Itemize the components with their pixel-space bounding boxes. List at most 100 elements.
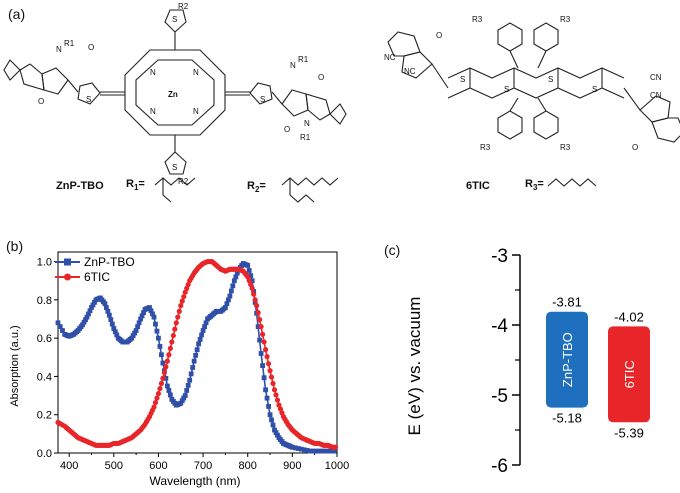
chart-legend: ZnP-TBO 6TIC xyxy=(55,255,135,284)
data-point xyxy=(231,278,237,284)
y-tick-label: 0.2 xyxy=(37,410,52,422)
data-point xyxy=(202,324,207,330)
data-point xyxy=(156,335,161,341)
r1-definition: R1= xyxy=(126,178,145,192)
fused-core-top xyxy=(447,67,625,79)
data-point xyxy=(257,317,263,323)
data-point xyxy=(246,268,252,273)
data-point xyxy=(255,324,261,330)
data-point xyxy=(197,337,203,342)
data-point xyxy=(255,310,261,316)
data-point xyxy=(264,395,270,401)
phenyl-1 xyxy=(497,22,523,52)
s-core-label-1: S xyxy=(460,75,465,84)
data-point xyxy=(328,448,334,454)
n-atom-label-1: N xyxy=(150,68,156,77)
data-point xyxy=(166,352,172,358)
s-left-label: S xyxy=(86,95,91,104)
r3-label-4: R3 xyxy=(560,143,571,152)
data-point xyxy=(233,274,239,280)
y-tick-label: 0.0 xyxy=(37,448,52,460)
data-point xyxy=(181,395,187,401)
r3-label-3: R3 xyxy=(480,143,491,152)
data-point xyxy=(164,358,170,364)
data-point xyxy=(151,404,157,410)
dpp-left xyxy=(41,67,69,95)
data-point xyxy=(103,305,109,310)
absorption-series xyxy=(55,258,339,454)
data-point xyxy=(225,297,231,303)
data-point xyxy=(172,326,178,332)
energy-y-axis-label: E (eV) vs. vacuum xyxy=(405,297,424,436)
x-tick-label: 1000 xyxy=(325,460,349,472)
legend-label-6tic: 6TIC xyxy=(84,270,110,284)
o-ic-left-label: O xyxy=(436,31,442,40)
data-point xyxy=(266,404,271,409)
data-point xyxy=(157,344,163,349)
n-atom-label-3: N xyxy=(150,107,156,116)
data-point xyxy=(188,371,194,377)
r2-equals: = xyxy=(259,180,266,192)
6tic-structure xyxy=(387,22,680,187)
data-point xyxy=(111,326,117,331)
r3-definition: R3= xyxy=(525,178,544,192)
data-point xyxy=(249,285,255,291)
nc-left-label-2: NC xyxy=(404,67,416,76)
data-point xyxy=(178,400,184,406)
energy-tick-label: -4 xyxy=(491,316,508,337)
data-point xyxy=(158,380,165,387)
o-dpp-left-label-2: O xyxy=(88,43,94,52)
energy-top-label: -3.81 xyxy=(552,295,582,310)
energy-tick-label: -5 xyxy=(491,386,508,407)
y-tick-label: 0.8 xyxy=(37,295,52,307)
data-point xyxy=(163,364,169,370)
energy-bottom-label: -5.18 xyxy=(552,411,582,426)
data-point xyxy=(332,444,339,450)
data-point xyxy=(228,288,234,294)
o-ic-right-label: O xyxy=(632,143,638,152)
data-point xyxy=(184,388,190,393)
data-point xyxy=(153,321,158,327)
s-right-label: S xyxy=(260,95,265,104)
data-point xyxy=(161,370,167,376)
data-point xyxy=(83,317,88,323)
data-point xyxy=(80,322,85,328)
data-point xyxy=(224,301,230,307)
data-point xyxy=(230,283,236,289)
n-dpp-left-label: N xyxy=(56,45,62,54)
data-point xyxy=(275,432,280,438)
y-tick-label: 0.4 xyxy=(37,371,52,383)
r1-letter: R xyxy=(126,178,134,190)
data-point xyxy=(157,385,163,392)
cn-right-label-1: CN xyxy=(650,73,662,82)
fused-core-bottom xyxy=(447,87,625,99)
data-point xyxy=(245,263,251,268)
data-point xyxy=(129,335,135,341)
data-point xyxy=(271,387,278,393)
r2-definition: R2= xyxy=(247,180,266,194)
data-point xyxy=(248,273,254,279)
data-point xyxy=(268,374,275,380)
data-point xyxy=(178,303,184,309)
data-point xyxy=(132,330,138,336)
data-point xyxy=(155,391,162,397)
data-point xyxy=(263,387,268,393)
s-core-label-3: S xyxy=(548,75,553,84)
data-point xyxy=(298,446,304,452)
data-point xyxy=(150,311,155,317)
data-point xyxy=(84,314,90,320)
o-dpp-right-label-2: O xyxy=(284,125,290,134)
data-point xyxy=(331,448,337,454)
x-tick-label: 400 xyxy=(60,460,78,472)
n-dpp-right-label: N xyxy=(290,61,296,70)
r3-label-2: R3 xyxy=(560,15,571,24)
znp-tbo-name: ZnP-TBO xyxy=(56,180,104,192)
data-point xyxy=(175,314,181,320)
data-point xyxy=(159,352,164,358)
energy-top-label: -4.02 xyxy=(614,309,644,324)
s-top-label: S xyxy=(172,15,177,24)
data-point xyxy=(274,397,281,403)
cn-right-label-2: CN xyxy=(650,91,662,100)
data-point xyxy=(164,383,170,389)
o-dpp-right-label: O xyxy=(318,73,324,82)
